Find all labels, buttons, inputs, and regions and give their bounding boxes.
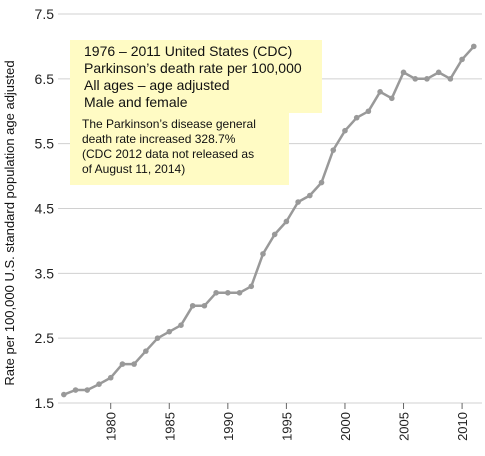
y-tick-label: 7.5 — [35, 6, 55, 22]
data-point — [330, 147, 337, 153]
x-axis-ticks: 1980 1985 1990 1995 2000 2005 2010 — [104, 403, 470, 441]
data-point — [166, 328, 173, 335]
y-tick-label: 4.5 — [35, 201, 55, 217]
data-point — [435, 69, 442, 76]
x-tick-label: 2010 — [455, 412, 470, 441]
data-point — [119, 361, 126, 367]
chart-annotation-note: The Parkinson’s disease general death ra… — [70, 113, 289, 185]
data-point — [84, 387, 91, 393]
data-point — [389, 95, 395, 102]
x-tick-label: 2005 — [397, 412, 412, 441]
data-point — [225, 289, 231, 296]
data-point — [471, 43, 477, 50]
chart-annotation-box: 1976 – 2011 United States (CDC) Parkinso… — [70, 40, 322, 113]
data-point — [201, 302, 208, 309]
annotation-line: death rate increased 328.7% — [82, 132, 236, 146]
data-point — [131, 361, 137, 367]
annotation-line: 1976 – 2011 United States (CDC) — [84, 43, 293, 59]
annotation-line: Male and female — [84, 94, 188, 110]
data-point — [72, 387, 79, 393]
y-axis-ticks: 1.5 2.5 3.5 4.5 5.5 6.5 7.5 — [35, 6, 55, 411]
x-tick-label: 2000 — [338, 412, 353, 441]
data-point — [353, 114, 360, 121]
data-point — [459, 56, 465, 63]
data-point — [295, 199, 301, 205]
data-point — [178, 322, 184, 329]
data-point — [61, 391, 67, 398]
y-tick-label: 3.5 — [35, 265, 55, 281]
data-point — [189, 302, 196, 309]
data-point — [271, 231, 278, 238]
x-tick-label: 1985 — [162, 412, 177, 441]
y-tick-label: 5.5 — [35, 136, 55, 152]
annotation-line: The Parkinson’s disease general — [82, 117, 256, 131]
data-point — [283, 218, 290, 225]
data-point — [318, 179, 325, 186]
data-point — [248, 283, 255, 290]
data-point — [447, 76, 454, 82]
y-axis-label: Rate per 100,000 U.S. standard populatio… — [2, 60, 17, 385]
data-point — [424, 76, 430, 82]
data-point — [412, 76, 419, 82]
data-point — [377, 89, 383, 95]
data-point — [236, 289, 243, 296]
x-tick-label: 1990 — [221, 412, 236, 441]
data-point — [143, 348, 149, 354]
y-tick-label: 2.5 — [35, 330, 55, 346]
series-points — [61, 43, 477, 398]
data-point — [260, 251, 266, 257]
data-point — [96, 381, 102, 387]
y-tick-label: 6.5 — [35, 71, 55, 87]
annotation-line: of August 11, 2014) — [82, 162, 186, 176]
data-point — [400, 69, 407, 76]
data-point — [154, 335, 161, 341]
x-tick-label: 1980 — [104, 412, 119, 441]
data-point — [342, 127, 348, 134]
annotation-line: Parkinson’s death rate per 100,000 — [84, 60, 302, 76]
y-tick-label: 1.5 — [35, 395, 55, 411]
x-tick-label: 1995 — [279, 412, 294, 441]
annotation-line: (CDC 2012 data not released as — [82, 147, 255, 161]
annotation-line: All ages – age adjusted — [84, 77, 230, 93]
data-point — [307, 192, 313, 199]
data-point — [213, 289, 219, 296]
data-point — [365, 108, 372, 115]
data-point — [107, 374, 114, 381]
